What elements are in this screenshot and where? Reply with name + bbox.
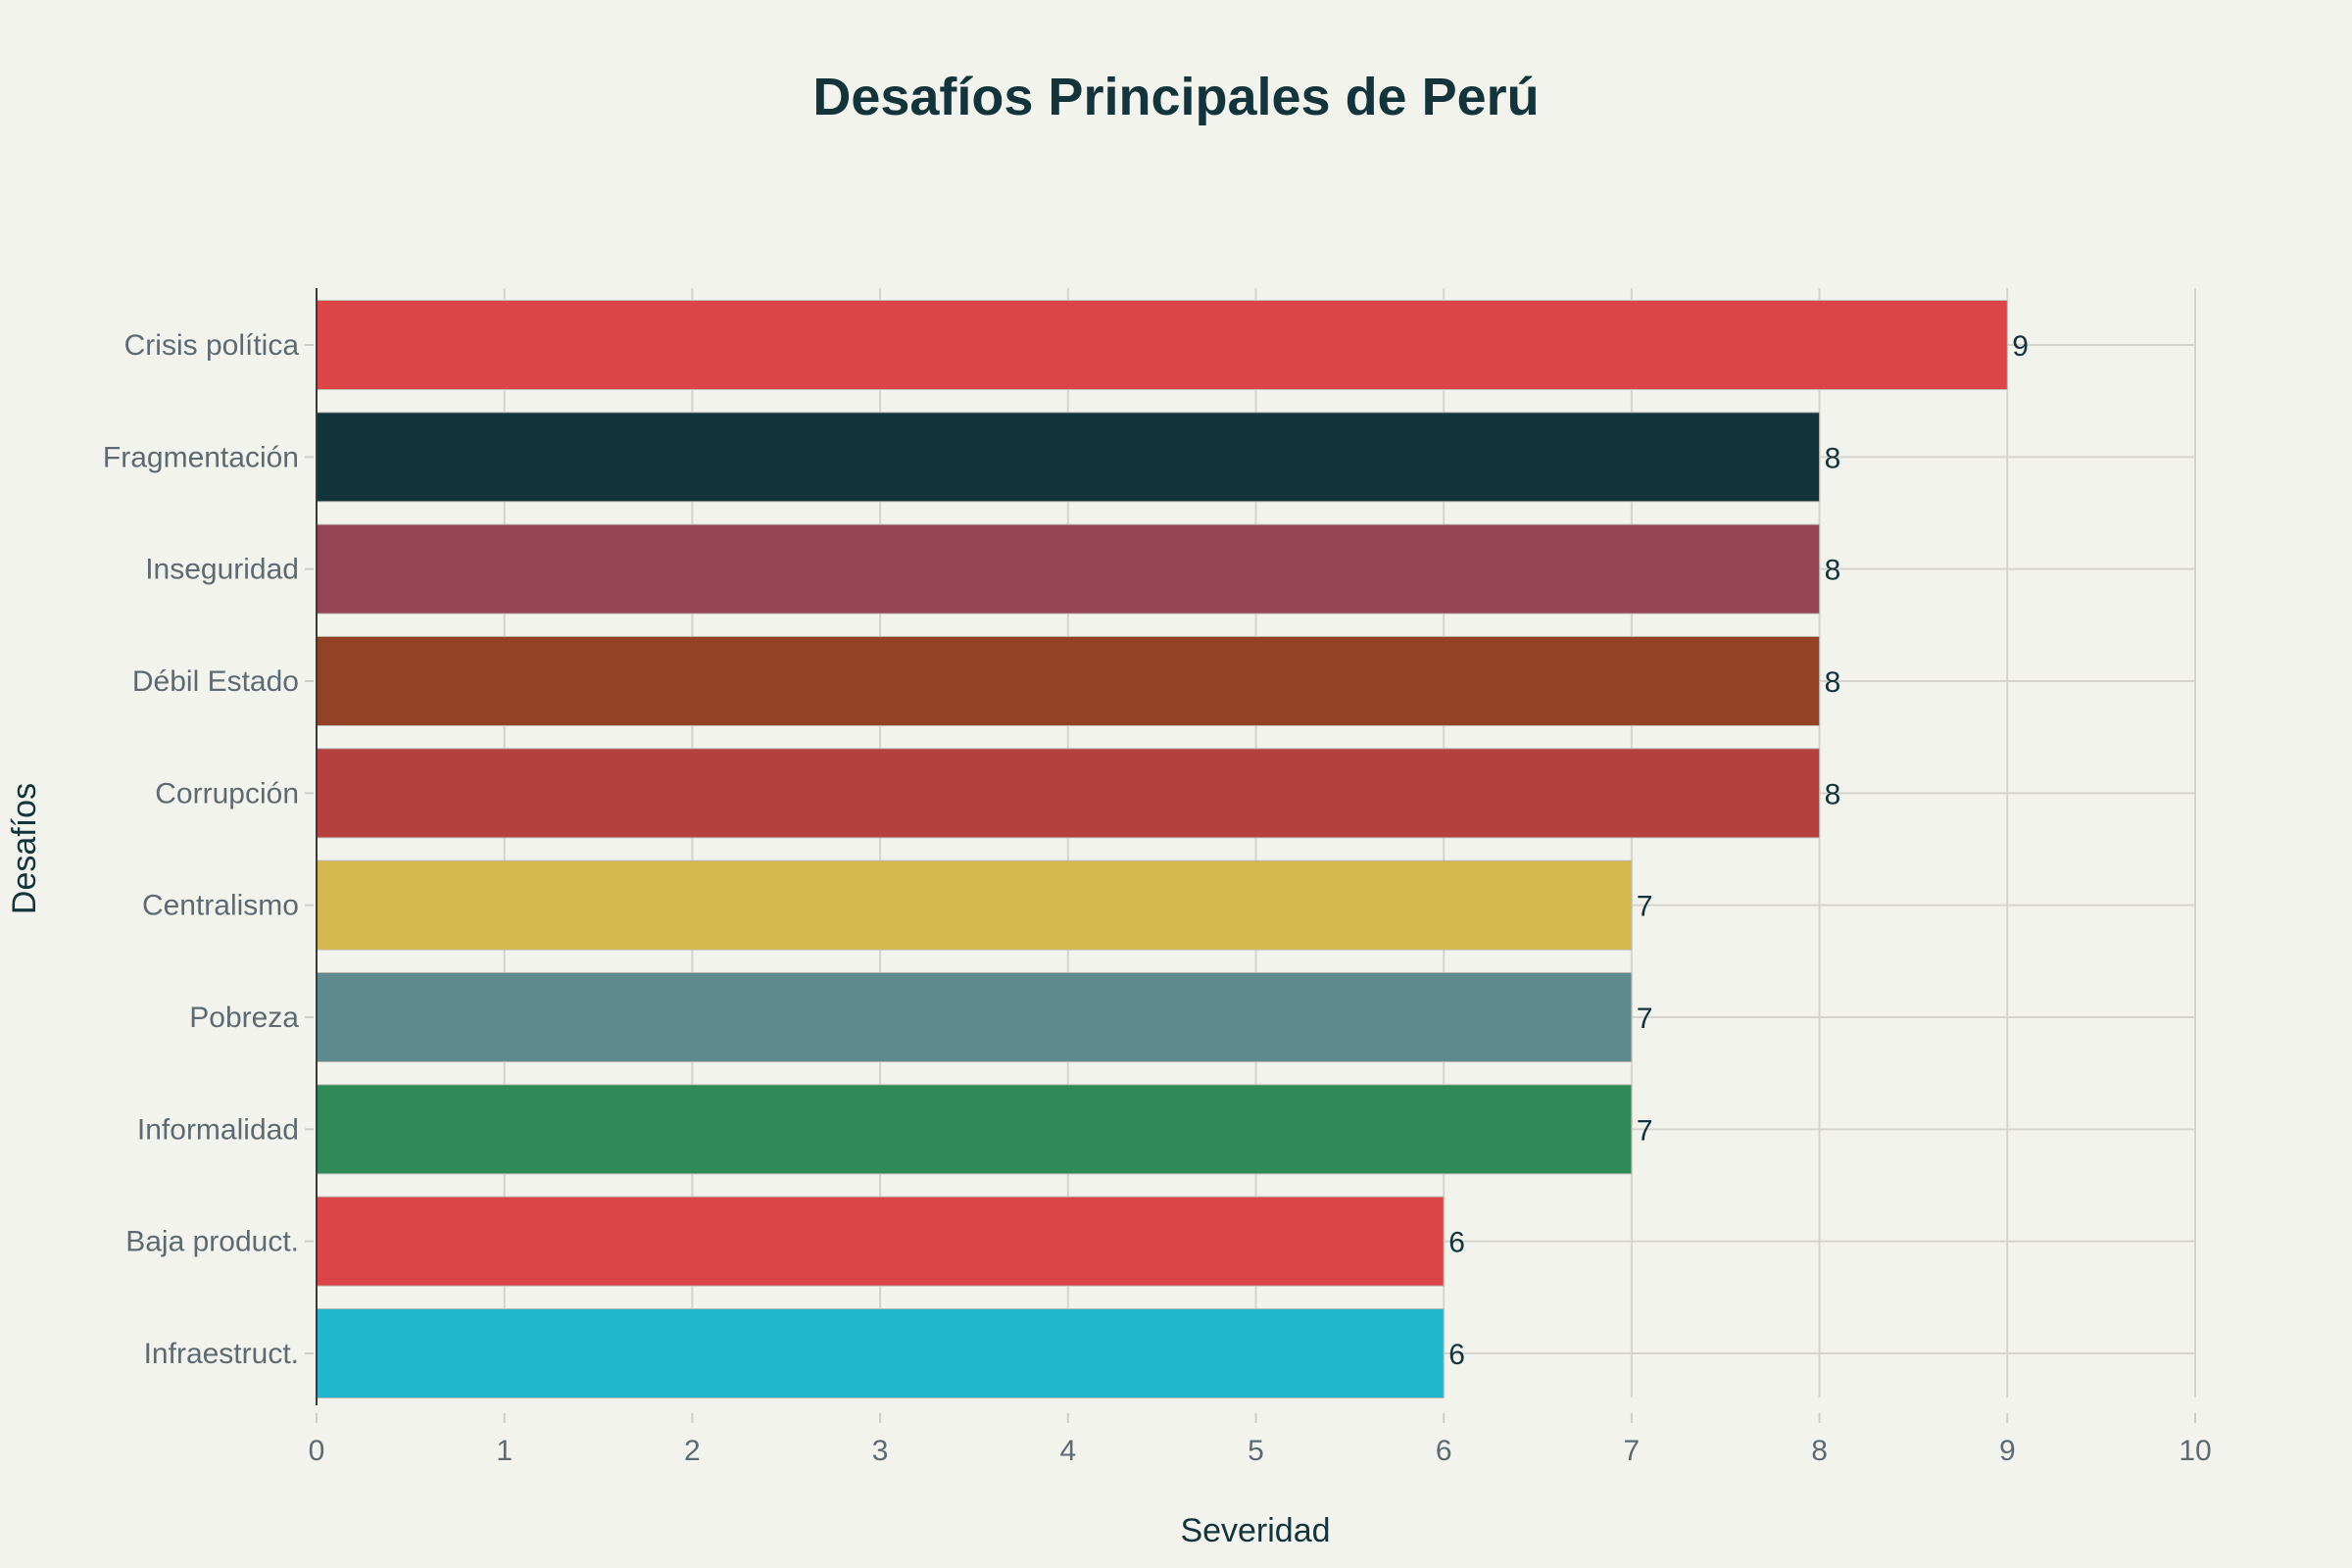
y-tick-labels: Crisis política Fragmentación Inseguridad D… (103, 329, 314, 1370)
x-tick-label: 10 (2179, 1435, 2211, 1467)
bar-value-label: 8 (1825, 778, 1841, 810)
y-tick-label: Fragmentación (103, 441, 299, 473)
y-tick-label: Crisis política (124, 329, 300, 362)
chart-title: Desafíos Principales de Perú (812, 68, 1539, 126)
x-tick-label: 1 (496, 1435, 513, 1467)
y-tick-label: Informalidad (137, 1113, 299, 1146)
x-tick-label: 0 (309, 1435, 325, 1467)
y-tick-label: Centralismo (142, 890, 299, 922)
x-tick-label: 5 (1248, 1435, 1264, 1467)
bar (316, 972, 1633, 1062)
x-tick-label: 9 (1999, 1435, 2016, 1467)
bar-value-label: 8 (1825, 442, 1841, 474)
x-tick-labels: 0 1 2 3 4 5 6 7 8 9 10 (309, 1413, 2212, 1467)
bar (316, 1308, 1445, 1398)
x-tick-label: 4 (1059, 1435, 1076, 1467)
x-tick-label: 3 (872, 1435, 889, 1467)
bar (316, 748, 1821, 839)
bar (316, 523, 1821, 614)
bar-value-label: 6 (1448, 1227, 1465, 1259)
bar (316, 636, 1821, 726)
x-tick-label: 7 (1624, 1435, 1641, 1467)
y-axis-label: Desafíos (6, 783, 43, 914)
x-tick-label: 2 (684, 1435, 701, 1467)
bar (316, 859, 1633, 951)
y-tick-label: Corrupción (155, 777, 299, 809)
bar-value-label: 6 (1448, 1339, 1465, 1371)
x-tick-label: 6 (1436, 1435, 1452, 1467)
bar-value-label: 7 (1637, 891, 1653, 923)
x-axis-label: Severidad (1180, 1512, 1330, 1549)
bar-value-label: 8 (1825, 666, 1841, 699)
bar-value-label: 9 (2012, 330, 2029, 363)
x-tick-label: 8 (1811, 1435, 1828, 1467)
y-tick-label: Baja product. (125, 1226, 299, 1258)
bar (316, 1084, 1633, 1175)
bar-value-label: 8 (1825, 555, 1841, 587)
y-tick-label: Inseguridad (145, 554, 299, 586)
bars: 9 8 8 8 8 7 7 7 6 6 (316, 300, 2029, 1398)
y-tick-label: Infraestruct. (144, 1338, 299, 1370)
y-tick-label: Débil Estado (132, 665, 299, 698)
bar (316, 412, 1821, 503)
y-tick-label: Pobreza (189, 1002, 299, 1034)
bar (316, 1196, 1445, 1287)
bar-value-label: 7 (1637, 1003, 1653, 1035)
bar (316, 300, 2008, 390)
bar-value-label: 7 (1637, 1114, 1653, 1147)
